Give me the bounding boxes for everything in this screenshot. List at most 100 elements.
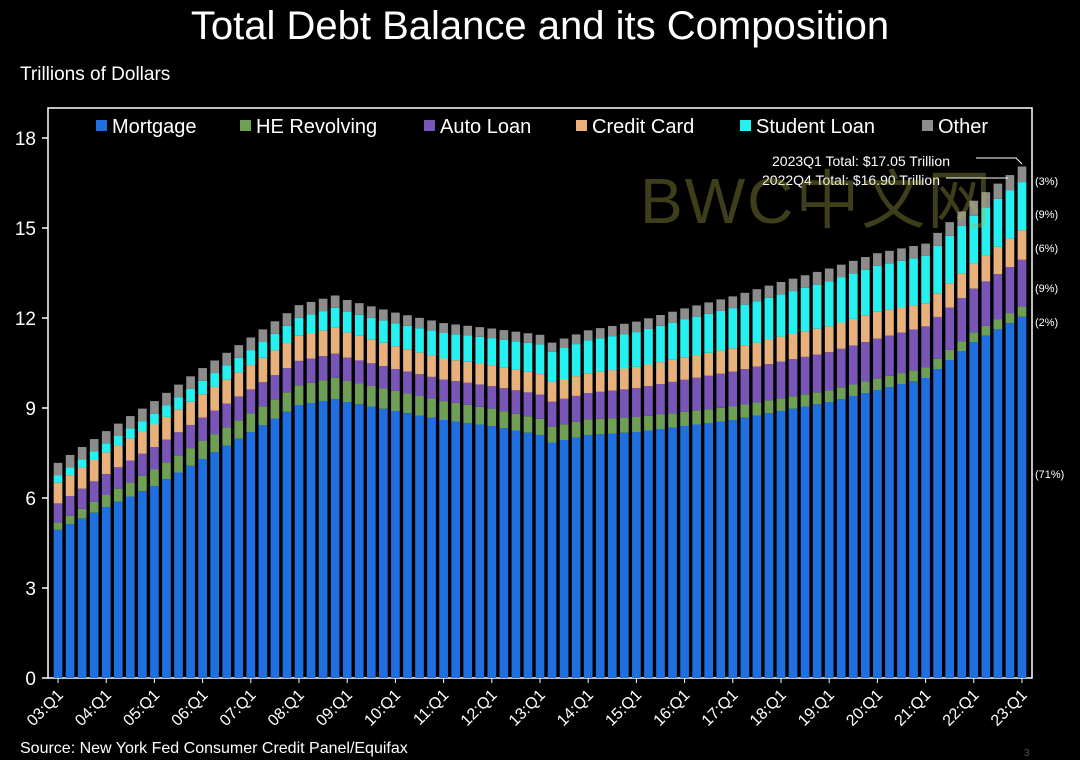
bar-segment-mortgage xyxy=(65,524,75,678)
share-label: (71%) xyxy=(1035,469,1064,481)
bar-segment-auto-loan xyxy=(848,345,858,385)
bar-segment-he-revolving xyxy=(595,418,605,435)
page-number: 3 xyxy=(1024,748,1030,759)
bar-segment-mortgage xyxy=(77,518,87,678)
bar-segment-other xyxy=(65,454,75,468)
bar-segment-he-revolving xyxy=(993,319,1003,330)
bar-segment-auto-loan xyxy=(234,396,244,421)
bar-segment-credit-card xyxy=(680,357,689,380)
x-tick-label: 07:Q1 xyxy=(217,687,260,730)
bar-segment-auto-loan xyxy=(692,377,701,411)
bar-segment-student-loan xyxy=(89,451,99,460)
bar-segment-auto-loan xyxy=(909,329,918,371)
bar-segment-he-revolving xyxy=(1017,306,1027,317)
bar-segment-mortgage xyxy=(499,428,509,678)
bar-segment-he-revolving xyxy=(210,434,220,453)
bar-segment-credit-card xyxy=(921,303,930,327)
bar-segment-other xyxy=(656,315,665,326)
x-tick-label: 12:Q1 xyxy=(458,687,501,730)
share-label: (2%) xyxy=(1035,317,1058,329)
bar-segment-auto-loan xyxy=(330,353,340,378)
legend-label: Student Loan xyxy=(756,116,875,138)
bar-segment-auto-loan xyxy=(403,371,412,394)
bar-segment-other xyxy=(680,308,689,320)
bar-segment-other xyxy=(812,271,822,285)
bar-segment-student-loan xyxy=(270,333,280,351)
bar-segment-he-revolving xyxy=(897,373,906,384)
bar-segment-he-revolving xyxy=(583,419,593,435)
bar-segment-auto-loan xyxy=(728,371,738,407)
bar-segment-auto-loan xyxy=(571,395,581,422)
bar-segment-mortgage xyxy=(270,418,280,678)
y-tick-label: 9 xyxy=(25,399,36,420)
bar-segment-auto-loan xyxy=(174,432,183,456)
bar-segment-he-revolving xyxy=(306,382,316,403)
share-label: (6%) xyxy=(1035,243,1058,255)
bar-segment-auto-loan xyxy=(885,335,894,376)
x-tick-label: 15:Q1 xyxy=(602,687,645,730)
bar-segment-credit-card xyxy=(1005,238,1015,268)
y-tick-label: 3 xyxy=(25,579,36,600)
bar-segment-he-revolving xyxy=(125,482,135,497)
bar-segment-auto-loan xyxy=(632,388,641,417)
bar-segment-he-revolving xyxy=(752,402,762,416)
bar-segment-he-revolving xyxy=(439,401,448,420)
bar-segment-he-revolving xyxy=(836,387,846,399)
bar-segment-student-loan xyxy=(463,335,473,362)
bar-segment-he-revolving xyxy=(487,408,497,426)
bar-segment-other xyxy=(246,337,256,351)
bar-segment-mortgage xyxy=(162,479,171,678)
bar-segment-student-loan xyxy=(258,342,268,358)
bar-segment-mortgage xyxy=(680,426,689,678)
x-tick-label: 22:Q1 xyxy=(940,687,983,730)
bar-segment-he-revolving xyxy=(800,394,810,407)
bar-segment-credit-card xyxy=(77,467,87,489)
bar-segment-mortgage xyxy=(740,417,750,678)
bar-segment-auto-loan xyxy=(800,356,810,395)
bar-segment-he-revolving xyxy=(776,398,786,411)
bar-segment-student-loan xyxy=(969,215,979,264)
x-tick-label: 11:Q1 xyxy=(410,687,452,729)
bar-segment-he-revolving xyxy=(620,417,629,433)
bar-segment-mortgage xyxy=(487,426,497,678)
bar-segment-mortgage xyxy=(403,413,412,678)
bar-segment-he-revolving xyxy=(933,358,942,369)
bar-segment-credit-card xyxy=(294,335,304,361)
bar-segment-other xyxy=(415,317,424,329)
bar-segment-he-revolving xyxy=(89,501,99,513)
bar-segment-other xyxy=(752,289,762,302)
x-tick-label: 06:Q1 xyxy=(169,687,212,730)
bar-segment-credit-card xyxy=(909,305,918,330)
watermark: BWC中文网 xyxy=(640,165,994,237)
bar-segment-credit-card xyxy=(415,352,424,375)
bar-segment-other xyxy=(463,325,473,336)
bar-segment-credit-card xyxy=(306,333,316,359)
bar-segment-other xyxy=(620,323,629,335)
bar-segment-other xyxy=(728,296,738,309)
bar-segment-student-loan xyxy=(945,235,955,284)
y-tick-label: 12 xyxy=(15,309,36,330)
bar-segment-other xyxy=(162,392,171,406)
bar-segment-he-revolving xyxy=(162,462,171,480)
bar-segment-auto-loan xyxy=(475,384,485,407)
bar-segment-other xyxy=(499,330,509,340)
bar-segment-mortgage xyxy=(53,529,63,678)
bar-segment-student-loan xyxy=(559,348,569,379)
bar-segment-student-loan xyxy=(318,311,328,331)
bar-segment-he-revolving xyxy=(186,448,195,466)
bar-segment-student-loan xyxy=(607,336,617,371)
bar-segment-mortgage xyxy=(692,424,701,678)
bar-segment-he-revolving xyxy=(451,402,460,422)
bar-segment-student-loan xyxy=(861,269,870,316)
bar-segment-student-loan xyxy=(632,332,641,367)
bar-segment-credit-card xyxy=(330,327,340,354)
bar-segment-other xyxy=(716,299,726,311)
bar-segment-credit-card xyxy=(788,333,798,360)
bar-segment-credit-card xyxy=(644,364,653,387)
bar-segment-credit-card xyxy=(848,318,858,346)
bar-segment-mortgage xyxy=(101,507,111,678)
bar-segment-auto-loan xyxy=(812,354,822,393)
bar-segment-he-revolving xyxy=(53,522,63,530)
y-tick-label: 0 xyxy=(25,669,36,690)
bar-segment-credit-card xyxy=(101,452,111,474)
